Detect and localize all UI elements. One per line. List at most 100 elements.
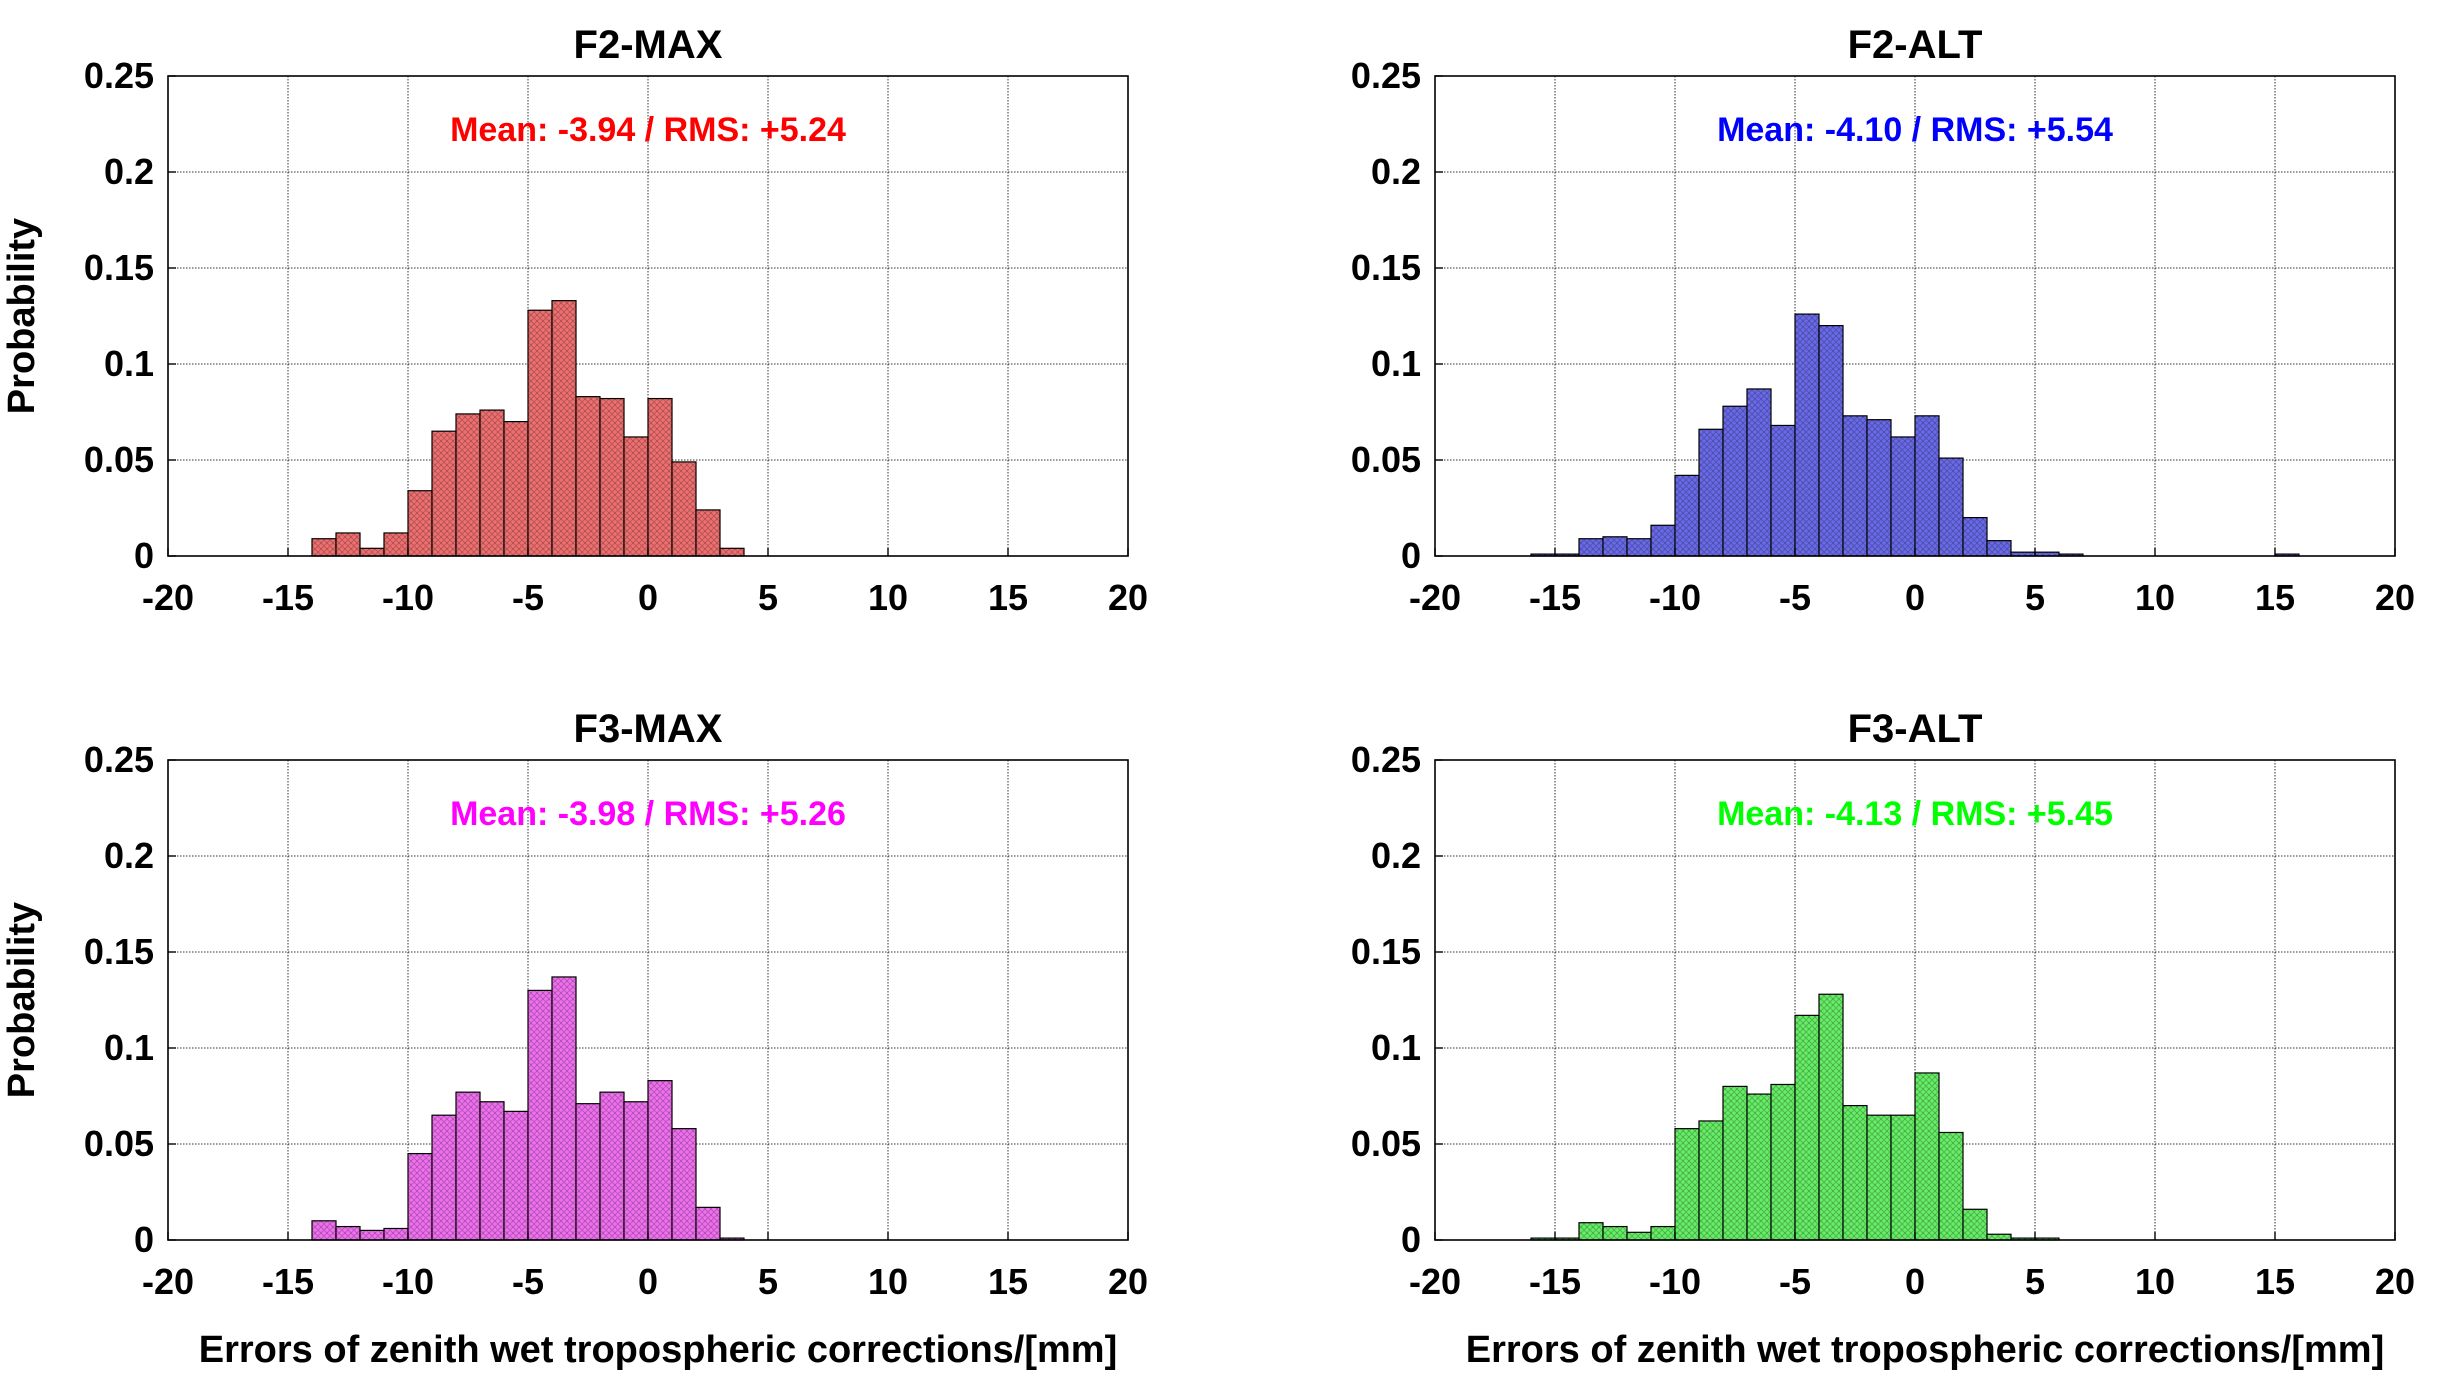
x-axis: -20 -15 -10 -5 0 5 10 15 20	[142, 1232, 1148, 1302]
histogram-bar	[695, 1206, 721, 1241]
bar-outline	[551, 976, 577, 1241]
y-axis: 0 0.05 0.1 0.15 0.2 0.25	[1351, 739, 1443, 1260]
histogram-bar	[1674, 474, 1700, 557]
y-tick-label: 0.1	[1371, 1027, 1421, 1068]
bar-outline	[1698, 1120, 1724, 1241]
histogram-bar	[1890, 436, 1916, 557]
bar-outline	[383, 532, 409, 557]
x-tick-label: -15	[262, 577, 314, 618]
chart-title: F2-MAX	[574, 23, 723, 67]
histogram-bar	[1650, 1225, 1676, 1241]
x-tick-label: -10	[382, 1261, 434, 1302]
x-tick-label: -15	[1529, 1261, 1581, 1302]
histogram-bar	[335, 1225, 361, 1241]
x-tick-label: 20	[2375, 577, 2415, 618]
bar-outline	[1866, 1114, 1892, 1241]
histogram-bar	[359, 547, 385, 557]
bar-outline	[1578, 1222, 1604, 1241]
histogram-bar	[1986, 1233, 2012, 1241]
histogram-bar	[1626, 1231, 1652, 1241]
bar-outline	[1938, 457, 1964, 557]
bar-outline	[335, 1225, 361, 1241]
y-tick-label: 0.1	[1371, 343, 1421, 384]
x-tick-label: 20	[1108, 577, 1148, 618]
histogram-bar	[455, 1091, 481, 1241]
bar-series	[311, 976, 745, 1241]
x-tick-label: 0	[1905, 577, 1925, 618]
bar-outline	[1914, 415, 1940, 557]
bar-outline	[599, 397, 625, 557]
y-axis: 0 0.05 0.1 0.15 0.2 0.25	[1351, 55, 1443, 576]
y-tick-label: 0	[134, 1219, 154, 1260]
histogram-bar	[1914, 1072, 1940, 1241]
x-tick-label: 10	[2135, 1261, 2175, 1302]
bar-outline	[359, 1229, 385, 1241]
histogram-bar	[335, 532, 361, 557]
bar-outline	[1698, 428, 1724, 557]
bar-outline	[1890, 1114, 1916, 1241]
bar-outline	[1770, 1083, 1796, 1241]
y-tick-label: 0.05	[84, 1123, 154, 1164]
bar-series	[311, 300, 745, 557]
histogram-bar	[1794, 1014, 1820, 1241]
histogram-bar	[1746, 388, 1772, 557]
x-tick-label: 15	[988, 1261, 1028, 1302]
histogram-bar	[1842, 1104, 1868, 1241]
bar-outline	[383, 1227, 409, 1241]
x-tick-label: 20	[2375, 1261, 2415, 1302]
x-tick-label: -5	[1779, 1261, 1811, 1302]
histogram-bar	[455, 413, 481, 557]
histogram-bar	[1722, 1085, 1748, 1241]
histogram-bar	[599, 1091, 625, 1241]
bar-outline	[551, 300, 577, 557]
histogram-bar	[383, 532, 409, 557]
bar-outline	[1962, 516, 1988, 557]
histogram-bar	[1602, 1225, 1628, 1241]
x-tick-label: 5	[758, 577, 778, 618]
histogram-bar	[1650, 524, 1676, 557]
histogram-bar	[1938, 1131, 1964, 1241]
y-tick-label: 0.25	[1351, 55, 1421, 96]
bar-outline	[527, 989, 553, 1241]
y-tick-label: 0.05	[1351, 1123, 1421, 1164]
bar-outline	[671, 461, 697, 557]
bar-outline	[1626, 538, 1652, 557]
histogram-bar	[1986, 540, 2012, 557]
histogram-bar	[1626, 538, 1652, 557]
y-tick-label: 0.1	[104, 1027, 154, 1068]
bar-outline	[503, 421, 529, 557]
stats-annotation: Mean: -4.13 / RMS: +5.45	[1717, 795, 2113, 833]
y-tick-label: 0.2	[104, 835, 154, 876]
y-axis-label: Probability	[1, 902, 43, 1098]
chart-title: F2-ALT	[1848, 23, 1983, 67]
histogram-bar	[311, 1220, 337, 1241]
bar-outline	[1674, 474, 1700, 557]
histogram-bar	[311, 538, 337, 557]
x-tick-label: -20	[1409, 577, 1461, 618]
y-tick-label: 0	[134, 535, 154, 576]
bar-outline	[335, 532, 361, 557]
y-tick-label: 0.2	[104, 151, 154, 192]
bar-outline	[1842, 1104, 1868, 1241]
histogram-bar	[1866, 419, 1892, 557]
histogram-bar	[407, 490, 433, 557]
x-tick-label: -20	[142, 1261, 194, 1302]
bar-outline	[479, 1101, 505, 1241]
y-tick-label: 0.25	[1351, 739, 1421, 780]
bar-outline	[671, 1128, 697, 1241]
histogram-bar	[1770, 1083, 1796, 1241]
bar-outline	[1674, 1128, 1700, 1241]
x-tick-label: -5	[1779, 577, 1811, 618]
x-tick-label: 10	[868, 577, 908, 618]
bar-outline	[1818, 325, 1844, 557]
histogram-bar	[1578, 538, 1604, 557]
histogram-bar	[1794, 313, 1820, 557]
bar-outline	[1722, 1085, 1748, 1241]
histogram-bar	[1962, 1208, 1988, 1241]
y-tick-label: 0.2	[1371, 151, 1421, 192]
bar-outline	[311, 538, 337, 557]
bar-outline	[1914, 1072, 1940, 1241]
x-tick-label: 0	[1905, 1261, 1925, 1302]
bar-outline	[1890, 436, 1916, 557]
histogram-bar	[527, 989, 553, 1241]
